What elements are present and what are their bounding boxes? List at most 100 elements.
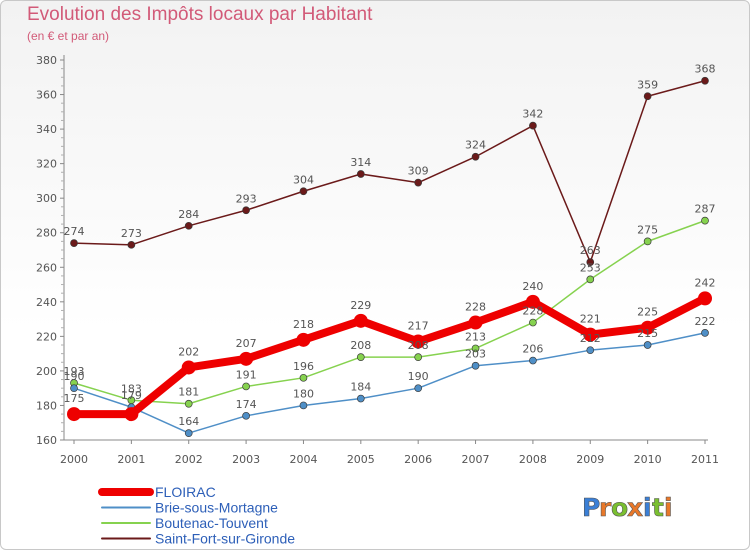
chart-title: Evolution des Impôts locaux par Habitant xyxy=(27,4,373,25)
data-label: 273 xyxy=(121,227,142,240)
data-label: 207 xyxy=(236,337,257,350)
data-label: 217 xyxy=(408,320,429,333)
data-label: 206 xyxy=(522,343,543,356)
data-label: 293 xyxy=(236,192,257,205)
data-point xyxy=(127,240,136,249)
data-label: 225 xyxy=(637,306,658,319)
logo-letter: P xyxy=(582,493,600,522)
data-point xyxy=(70,239,78,247)
y-tick-label: 300 xyxy=(36,192,57,205)
x-tick-label: 2001 xyxy=(117,453,145,466)
x-tick-label: 2008 xyxy=(519,453,547,466)
logo-letter: i xyxy=(643,493,652,522)
data-point xyxy=(353,313,368,328)
data-point xyxy=(640,320,655,335)
data-label: 208 xyxy=(408,339,429,352)
data-label: 229 xyxy=(350,299,371,312)
legend: FLOIRACBrie-sous-MortagneBoutenac-Touven… xyxy=(98,484,295,547)
data-point xyxy=(414,178,423,187)
data-label: 213 xyxy=(465,330,486,343)
data-point xyxy=(299,187,308,196)
x-tick-label: 2009 xyxy=(576,453,604,466)
logo-letter: x xyxy=(627,493,643,522)
x-tick-label: 2003 xyxy=(232,453,260,466)
data-label: 174 xyxy=(236,398,257,411)
data-point xyxy=(471,152,480,161)
y-tick-label: 220 xyxy=(36,330,57,343)
y-tick-label: 340 xyxy=(36,123,57,136)
x-tick-label: 2000 xyxy=(60,453,88,466)
series-line-floirac xyxy=(70,294,709,419)
series-layer xyxy=(67,76,712,437)
x-tick-label: 2010 xyxy=(634,453,662,466)
x-tick-label: 2002 xyxy=(175,453,203,466)
data-label: 240 xyxy=(522,280,543,293)
data-point xyxy=(586,258,595,266)
y-tick-label: 160 xyxy=(36,434,57,447)
x-tick-label: 2005 xyxy=(347,453,375,466)
data-label: 342 xyxy=(522,108,543,121)
data-point xyxy=(242,411,250,420)
series-line-boutenac-touvent xyxy=(73,219,706,405)
data-point xyxy=(356,170,365,178)
data-point xyxy=(296,332,311,347)
data-label: 193 xyxy=(64,365,85,378)
logo-letter: i xyxy=(664,493,673,522)
data-labels: 175 202 207 218 229 217 228 240 221 225 242 190 179 1… xyxy=(64,63,716,428)
data-point xyxy=(529,318,537,327)
data-label: 181 xyxy=(178,386,199,399)
data-label: 212 xyxy=(580,332,601,345)
data-point xyxy=(239,351,254,366)
data-point xyxy=(586,346,595,355)
data-point xyxy=(529,356,537,365)
data-label: 179 xyxy=(121,389,142,402)
logo-letter: r xyxy=(599,493,612,522)
data-label: 215 xyxy=(637,327,658,340)
data-point xyxy=(242,206,250,215)
data-point xyxy=(643,237,652,246)
y-tick-label: 260 xyxy=(36,261,57,274)
data-point xyxy=(181,360,196,375)
x-tick-label: 2004 xyxy=(289,453,317,466)
data-point xyxy=(468,315,483,330)
series-line-brie-sous-mortagne xyxy=(73,332,706,434)
data-point xyxy=(586,275,595,284)
data-label: 263 xyxy=(580,244,601,257)
data-point xyxy=(414,353,423,361)
data-label: 175 xyxy=(64,392,85,405)
legend-label: FLOIRAC xyxy=(155,484,216,500)
proxiti-logo: Pr ox i t i xyxy=(582,493,673,523)
data-label: 228 xyxy=(465,301,486,314)
series-line-saint-fort-sur-gironde xyxy=(73,79,706,263)
data-label: 190 xyxy=(408,370,429,383)
y-tick-label: 280 xyxy=(36,227,57,240)
logo-letter: o xyxy=(611,493,628,522)
data-label: 228 xyxy=(522,305,543,318)
x-tick-label: 2011 xyxy=(691,453,719,466)
data-point xyxy=(299,401,308,410)
data-point xyxy=(356,394,365,403)
x-tick-label: 2006 xyxy=(404,453,432,466)
data-point xyxy=(184,399,193,408)
data-point xyxy=(242,382,250,391)
data-point xyxy=(124,407,139,422)
data-label: 242 xyxy=(695,276,716,289)
data-point xyxy=(701,329,709,337)
data-label: 359 xyxy=(637,78,658,91)
data-point xyxy=(184,429,193,437)
legend-label: Saint-Fort-sur-Gironde xyxy=(155,531,295,547)
data-label: 202 xyxy=(178,345,199,358)
data-label: 304 xyxy=(293,173,314,186)
data-label: 218 xyxy=(293,318,314,331)
y-tick-label: 200 xyxy=(36,365,57,378)
data-label: 180 xyxy=(293,387,314,400)
data-label: 284 xyxy=(178,208,199,221)
data-label: 221 xyxy=(580,313,601,326)
data-point xyxy=(643,92,652,101)
data-label: 208 xyxy=(350,339,371,352)
data-label: 196 xyxy=(293,360,314,373)
legend-label: Brie-sous-Mortagne xyxy=(155,500,278,516)
data-label: 324 xyxy=(465,139,486,152)
